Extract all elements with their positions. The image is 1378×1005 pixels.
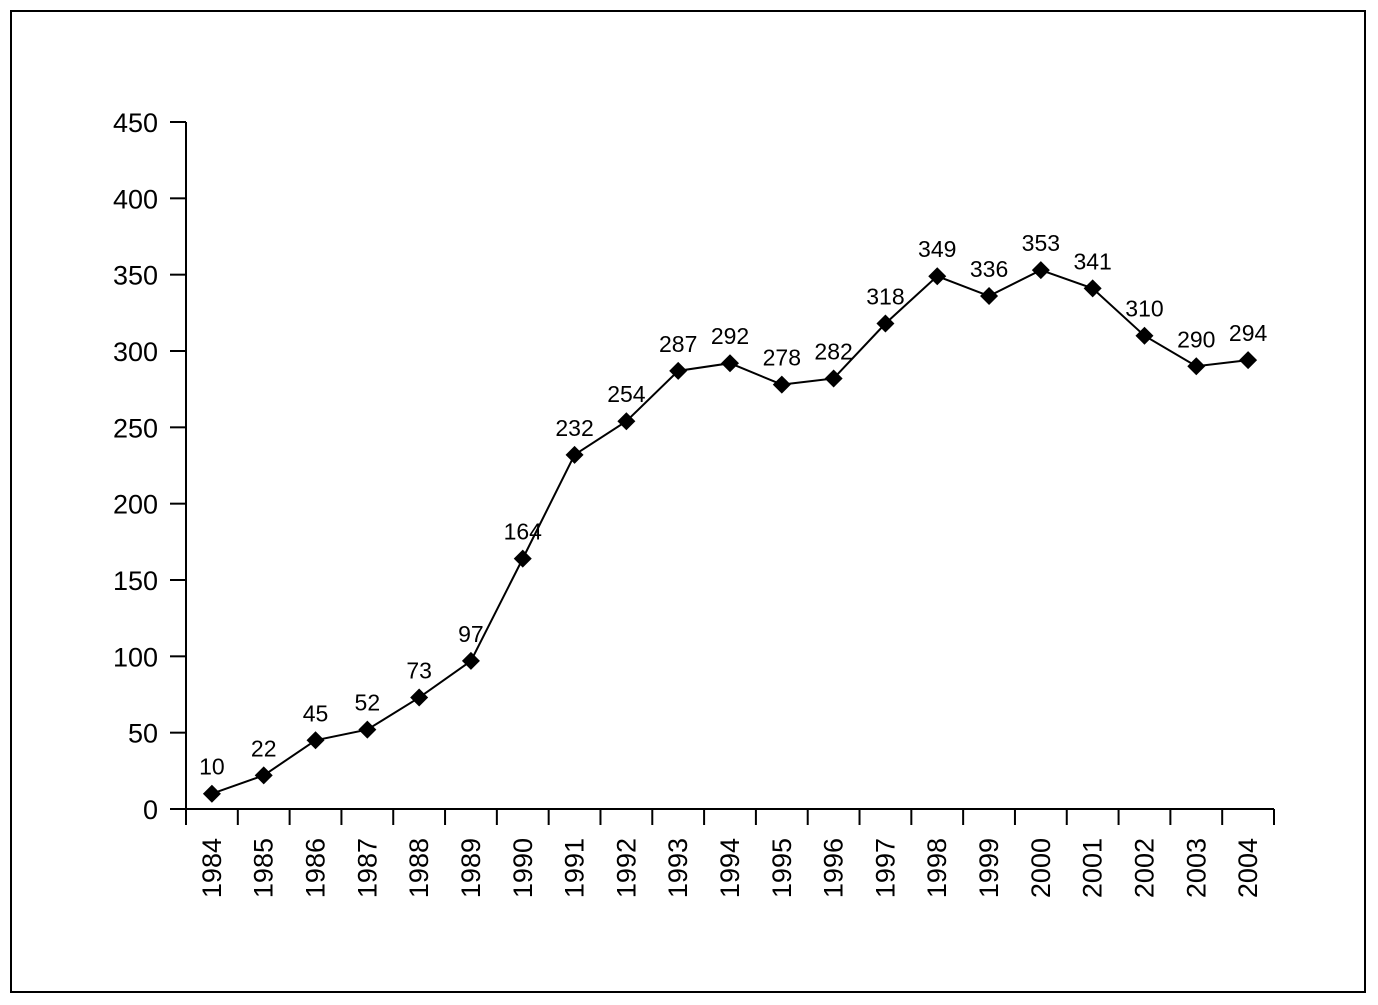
x-tick-label: 1993 <box>663 838 693 898</box>
data-label: 10 <box>199 754 225 780</box>
y-tick-label: 250 <box>113 413 158 443</box>
data-point-marker <box>461 651 480 670</box>
data-label: 73 <box>406 658 432 684</box>
x-tick-label: 1988 <box>404 838 434 898</box>
x-tick-label: 1984 <box>197 838 227 898</box>
x-tick-label: 1986 <box>301 838 331 898</box>
data-labels: 10 22 45 52 73 97 164 232 254 287 292 278 282 318 349 3… <box>199 230 1267 780</box>
y-tick-label: 200 <box>113 490 158 520</box>
data-point-marker <box>721 354 739 373</box>
data-label: 282 <box>814 338 852 364</box>
data-point-marker <box>410 688 429 707</box>
x-tick-label: 1989 <box>456 838 486 898</box>
y-tick-label: 400 <box>113 184 158 214</box>
x-tick-label: 2002 <box>1129 838 1159 898</box>
x-tick-label: 1985 <box>249 838 279 898</box>
x-tick-label: 1990 <box>508 838 538 898</box>
data-label: 52 <box>355 690 381 716</box>
data-label: 254 <box>607 381 646 407</box>
x-tick-label: 2000 <box>1026 838 1056 898</box>
data-label: 310 <box>1125 296 1163 322</box>
chart-frame <box>10 10 1366 993</box>
data-point-marker <box>928 267 947 286</box>
data-point-marker <box>669 361 688 380</box>
x-tick-label: 1987 <box>352 838 382 898</box>
data-point-marker <box>254 766 273 785</box>
data-label: 278 <box>763 345 801 371</box>
x-tick-label: 1995 <box>767 838 797 898</box>
x-tick-label: 1994 <box>715 838 745 898</box>
x-tick-label: 1992 <box>611 838 641 898</box>
data-point-marker <box>1187 357 1206 376</box>
y-axis: 0 50 100 150 200 250 300 350 400 450 <box>113 108 187 825</box>
data-label: 336 <box>970 256 1008 282</box>
data-markers <box>202 261 1258 803</box>
data-point-marker <box>772 375 791 394</box>
data-point-marker <box>565 445 584 464</box>
data-point-marker <box>1239 351 1258 370</box>
data-label: 287 <box>659 331 697 357</box>
data-label: 22 <box>251 735 277 761</box>
data-point-marker <box>1083 279 1102 298</box>
x-axis: 1984 1985 1986 1987 1988 1989 1990 1991 1992 1993… <box>185 808 1275 898</box>
data-label: 353 <box>1022 230 1060 256</box>
y-tick-label: 350 <box>113 261 158 291</box>
y-tick-label: 150 <box>113 566 158 596</box>
data-label: 292 <box>711 323 749 349</box>
data-label: 290 <box>1177 326 1215 352</box>
data-point-marker <box>876 314 895 333</box>
data-label: 341 <box>1073 248 1111 274</box>
data-point-marker <box>513 549 532 568</box>
data-point-marker <box>617 412 636 431</box>
data-label: 318 <box>866 284 904 310</box>
data-point-marker <box>202 784 221 803</box>
y-tick-label: 100 <box>113 642 158 672</box>
y-tick-label: 50 <box>128 719 158 749</box>
data-point-marker <box>824 369 843 388</box>
y-tick-label: 450 <box>113 108 158 138</box>
data-label: 97 <box>458 621 484 647</box>
x-tick-label: 2001 <box>1078 838 1108 898</box>
x-tick-label: 1996 <box>819 838 849 898</box>
data-label: 232 <box>555 415 593 441</box>
x-tick-label: 2003 <box>1181 838 1211 898</box>
data-point-marker <box>1031 261 1050 280</box>
data-point-marker <box>306 731 325 750</box>
x-tick-label: 2004 <box>1233 838 1263 898</box>
y-tick-label: 0 <box>143 795 158 825</box>
data-label: 294 <box>1229 320 1268 346</box>
x-tick-label: 1998 <box>922 838 952 898</box>
y-tick-label: 300 <box>113 337 158 367</box>
x-tick-label: 1997 <box>870 838 900 898</box>
data-point-marker <box>980 287 999 306</box>
data-point-marker <box>1135 326 1154 345</box>
x-tick-label: 1999 <box>974 838 1004 898</box>
data-label: 164 <box>504 519 543 545</box>
data-label: 45 <box>303 700 329 726</box>
data-point-marker <box>358 720 377 739</box>
x-tick-label: 1991 <box>560 838 590 898</box>
data-label: 349 <box>918 236 956 262</box>
